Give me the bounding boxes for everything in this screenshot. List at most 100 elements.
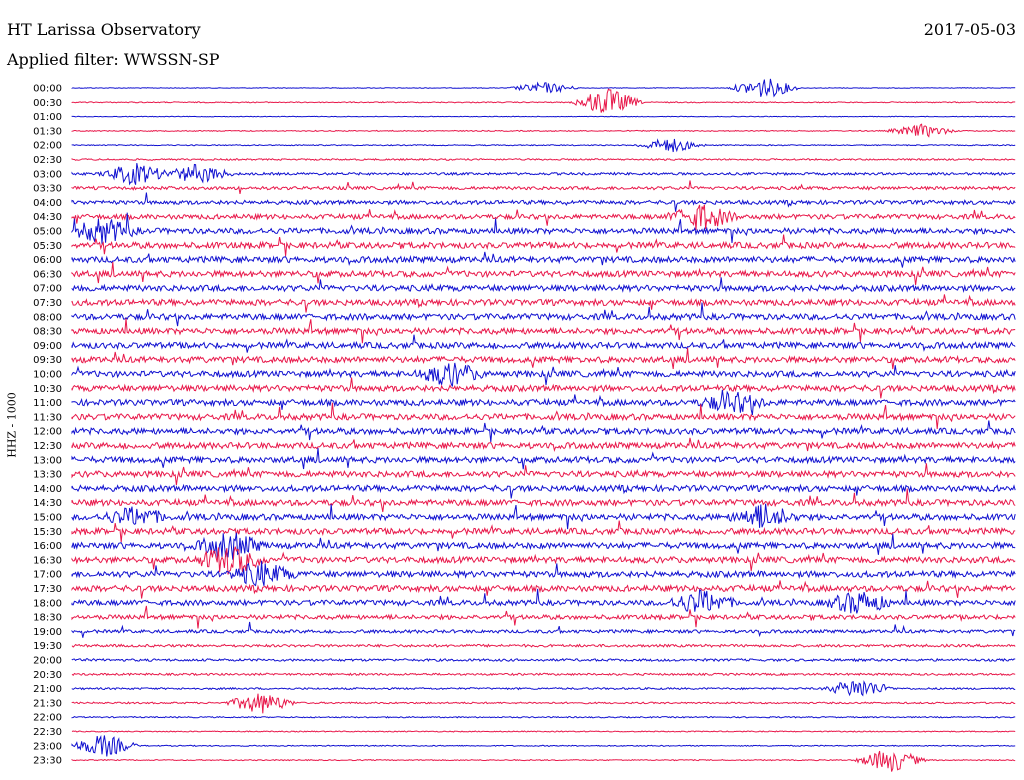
time-tick-label: 17:00: [33, 570, 62, 581]
time-tick-label: 12:30: [33, 441, 62, 452]
trace-0430: [71, 204, 1016, 231]
trace-2330: [71, 750, 1016, 772]
time-tick-label: 05:00: [33, 227, 62, 238]
time-tick-label: 15:30: [33, 527, 62, 538]
trace-1830: [71, 605, 1016, 629]
time-tick-label: 04:00: [33, 198, 62, 209]
trace-1130: [71, 402, 1016, 430]
time-tick-label: 07:30: [33, 298, 62, 309]
trace-0230: [71, 157, 1016, 162]
trace-2230: [71, 730, 1016, 733]
time-tick-label: 23:30: [33, 756, 62, 767]
date-label: 2017-05-03: [923, 20, 1016, 39]
trace-1000: [71, 362, 1016, 387]
trace-0100: [71, 115, 1016, 118]
time-tick-label: 21:00: [33, 684, 62, 695]
time-tick-label: 13:00: [33, 455, 62, 466]
trace-0400: [71, 192, 1016, 212]
trace-2300: [71, 734, 1016, 757]
time-tick-label: 11:30: [33, 412, 62, 423]
trace-0800: [71, 302, 1016, 327]
time-tick-label: 07:00: [33, 284, 62, 295]
trace-1300: [71, 447, 1016, 470]
time-tick-label: 14:30: [33, 498, 62, 509]
trace-1530: [71, 520, 1016, 543]
time-tick-label: 22:00: [33, 713, 62, 724]
station-title: HT Larissa Observatory: [7, 20, 201, 39]
trace-0200: [71, 138, 1016, 153]
time-tick-label: 15:00: [33, 513, 62, 524]
trace-0830: [71, 318, 1016, 344]
time-tick-label: 09:30: [33, 355, 62, 366]
time-tick-label: 01:00: [33, 112, 62, 123]
time-tick-label: 10:00: [33, 370, 62, 381]
trace-0500: [71, 212, 1016, 244]
trace-2200: [71, 715, 1016, 719]
time-tick-label: 19:30: [33, 641, 62, 652]
time-tick-label: 08:30: [33, 327, 62, 338]
time-tick-label: 20:00: [33, 656, 62, 667]
time-tick-label: 10:30: [33, 384, 62, 395]
time-tick-label: 04:30: [33, 212, 62, 223]
trace-1100: [71, 389, 1016, 416]
time-tick-label: 18:00: [33, 598, 62, 609]
time-tick-label: 02:00: [33, 141, 62, 152]
time-tick-label: 01:30: [33, 126, 62, 137]
trace-2030: [71, 672, 1016, 677]
time-tick-label: 03:00: [33, 169, 62, 180]
time-tick-label: 03:30: [33, 184, 62, 195]
trace-1400: [71, 483, 1016, 499]
trace-1630: [71, 546, 1016, 575]
trace-1330: [71, 463, 1016, 486]
trace-1800: [71, 588, 1016, 614]
time-tick-label: 14:00: [33, 484, 62, 495]
trace-0930: [71, 347, 1016, 370]
time-tick-label: 06:30: [33, 269, 62, 280]
trace-1200: [71, 420, 1016, 443]
trace-2100: [71, 680, 1016, 697]
trace-0700: [71, 277, 1016, 294]
trace-1030: [71, 377, 1016, 399]
trace-1900: [71, 621, 1016, 638]
time-tick-label: 20:30: [33, 670, 62, 681]
trace-0530: [71, 234, 1016, 257]
trace-1600: [71, 532, 1016, 560]
time-tick-label: 11:00: [33, 398, 62, 409]
trace-0330: [71, 180, 1016, 194]
trace-0630: [71, 262, 1016, 285]
time-tick-label: 16:30: [33, 555, 62, 566]
time-tick-label: 08:00: [33, 312, 62, 323]
trace-0130: [71, 123, 1016, 138]
trace-0900: [71, 334, 1016, 353]
trace-1500: [71, 503, 1016, 530]
trace-2000: [71, 657, 1016, 663]
trace-2130: [71, 693, 1016, 714]
time-tick-label: 06:00: [33, 255, 62, 266]
time-tick-label: 00:30: [33, 98, 62, 109]
time-tick-label: 09:00: [33, 341, 62, 352]
trace-0030: [71, 88, 1016, 113]
trace-1230: [71, 437, 1016, 452]
time-tick-label: 16:00: [33, 541, 62, 552]
trace-1930: [71, 643, 1016, 648]
trace-0000: [71, 78, 1016, 98]
time-tick-label: 05:30: [33, 241, 62, 252]
trace-0300: [71, 163, 1016, 186]
filter-label: Applied filter: WWSSN-SP: [7, 50, 220, 69]
time-tick-label: 13:30: [33, 470, 62, 481]
trace-0730: [71, 294, 1016, 313]
trace-1430: [71, 488, 1016, 513]
time-tick-label: 17:30: [33, 584, 62, 595]
trace-0600: [71, 251, 1016, 268]
time-tick-label: 22:30: [33, 727, 62, 738]
time-tick-label: 18:30: [33, 613, 62, 624]
trace-1700: [71, 560, 1016, 587]
trace-1730: [71, 580, 1016, 599]
time-tick-label: 19:00: [33, 627, 62, 638]
time-tick-label: 21:30: [33, 698, 62, 709]
time-tick-label: 02:30: [33, 155, 62, 166]
time-tick-label: 00:00: [33, 84, 62, 95]
time-tick-label: 23:00: [33, 741, 62, 752]
